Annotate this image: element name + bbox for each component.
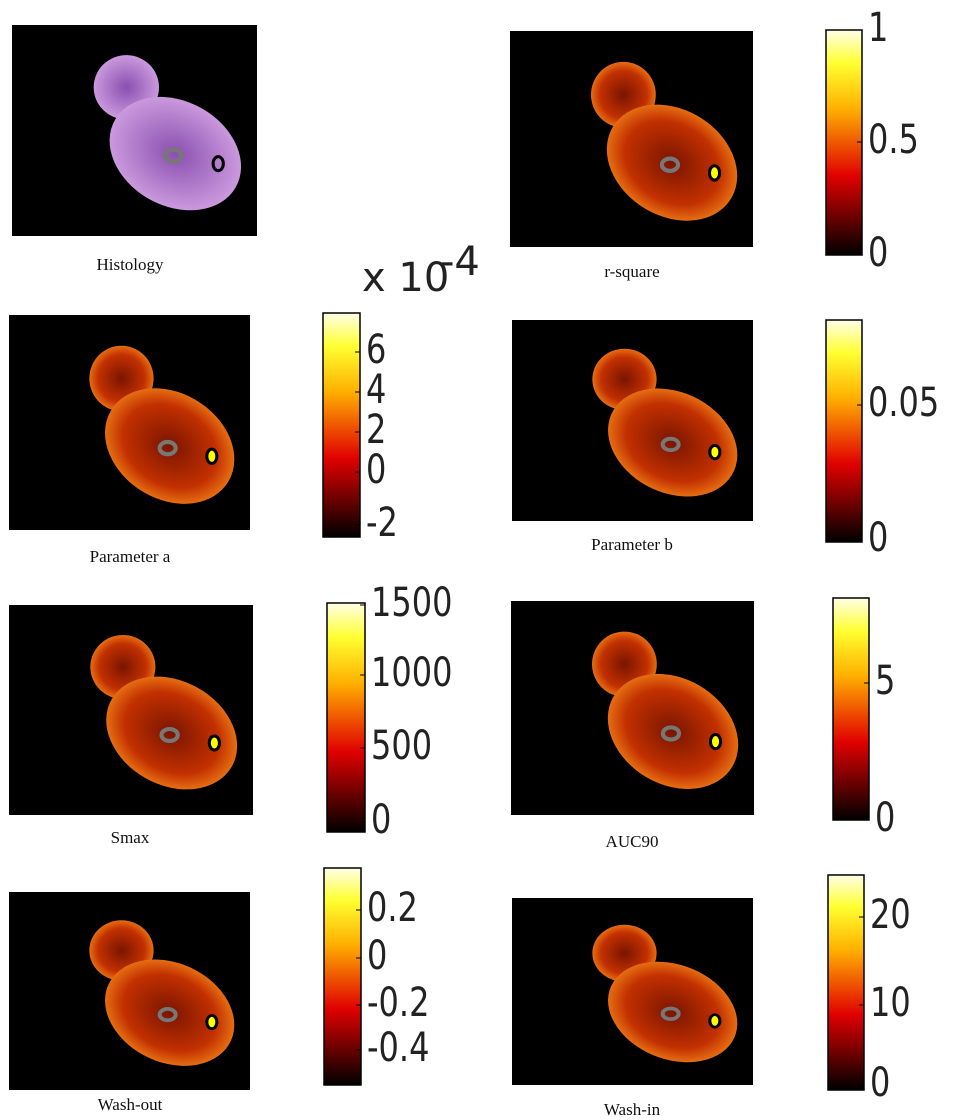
map-image — [9, 605, 258, 815]
colorbar-tick-label: 10 — [870, 978, 911, 1025]
colorbar-exponent-power: -4 — [440, 239, 480, 285]
colorbar-tick-label: 0 — [875, 793, 895, 840]
colorbar-tick-label: 1 — [868, 3, 888, 50]
colorbar — [324, 868, 361, 1085]
colorbar — [826, 30, 862, 255]
colorbar-tick-label: 0 — [371, 795, 391, 842]
caption: Histology — [96, 255, 164, 274]
colorbar-tick-label: 0 — [367, 931, 387, 978]
map-image — [511, 601, 759, 815]
map-image — [512, 320, 758, 521]
caption: Parameter a — [90, 547, 171, 566]
colorbar-exponent-base: x 10 — [362, 255, 449, 301]
colorbar-tick-label: 1500 — [371, 578, 452, 625]
colorbar-tick-label: 20 — [870, 890, 911, 937]
colorbar — [826, 320, 862, 542]
roi-marker — [709, 166, 719, 180]
caption: Wash-in — [604, 1100, 661, 1119]
roi-marker — [710, 1015, 720, 1027]
colorbar-tick-label: 0 — [870, 1058, 890, 1105]
colorbar-tick-label: 0.5 — [868, 115, 919, 162]
caption: Wash-out — [98, 1095, 163, 1114]
colorbar-tick-label: 0.05 — [868, 378, 939, 425]
colorbar-tick-label: 0 — [868, 513, 888, 560]
colorbar-tick-label: 0.2 — [367, 883, 418, 930]
map-image — [9, 892, 255, 1090]
colorbar-tick-label: -2 — [366, 498, 398, 545]
roi-marker — [207, 449, 217, 463]
map-image — [9, 315, 255, 530]
colorbar-tick-label: 0 — [366, 445, 386, 492]
colorbar — [828, 875, 864, 1090]
colorbar — [833, 598, 869, 820]
colorbar-tick-label: 1000 — [371, 648, 452, 695]
colorbar-tick-label: -0.4 — [367, 1023, 429, 1070]
figure: Histologyr-square10.50Parameter a6420-2x… — [0, 0, 962, 1120]
caption: Smax — [111, 828, 150, 847]
colorbar-tick-label: 5 — [875, 656, 895, 703]
roi-marker — [209, 736, 219, 750]
roi-marker — [710, 734, 720, 748]
colorbar — [327, 603, 365, 832]
colorbar — [323, 313, 360, 537]
caption: AUC90 — [606, 832, 659, 851]
roi-marker — [710, 445, 720, 458]
colorbar-tick-label: -0.2 — [367, 978, 429, 1025]
colorbar-tick-label: 0 — [868, 228, 888, 275]
colorbar-tick-label: 500 — [371, 721, 432, 768]
roi-marker — [207, 1016, 217, 1029]
map-image — [510, 31, 758, 247]
map-image — [12, 25, 262, 236]
caption: Parameter b — [591, 535, 673, 554]
caption: r-square — [604, 262, 659, 281]
map-image — [512, 898, 758, 1085]
